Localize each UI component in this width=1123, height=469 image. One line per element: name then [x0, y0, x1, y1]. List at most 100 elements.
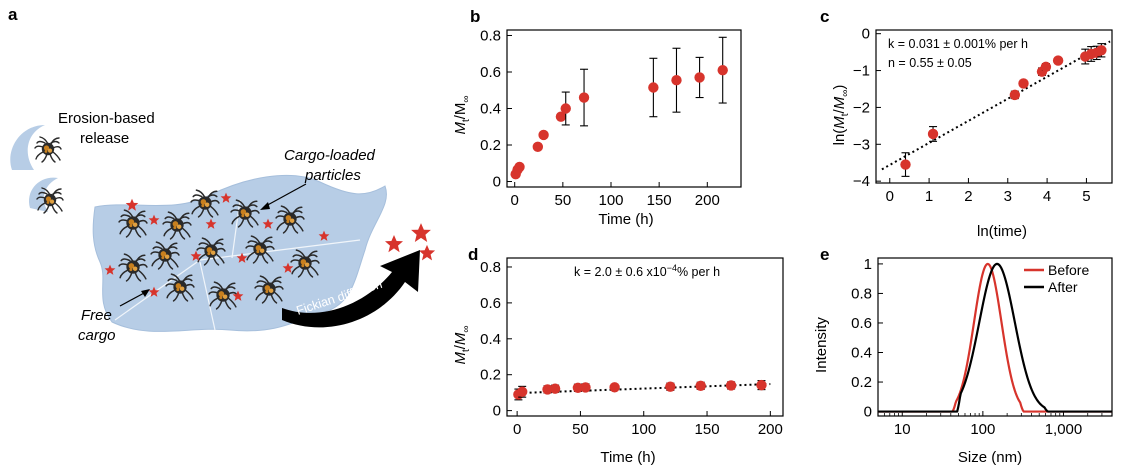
annotation-n-c: n = 0.55 ± 0.05: [888, 56, 972, 70]
panel-a: a: [8, 5, 436, 344]
x-tick-label-d: 0: [513, 421, 521, 438]
x-axis-label-e: Size (nm): [958, 449, 1022, 466]
panel-b: b Mt/M∞ Time (h) 0 50 100 150 20000.20.40.60…: [452, 7, 742, 228]
plot-area-d: 0 50 100 150 200 0 0.2 0.4 0.6 0.8: [480, 257, 784, 438]
y-axis-label-e: Intensity: [813, 317, 830, 373]
data-point-b: [694, 72, 705, 83]
film-creases: [114, 199, 361, 331]
x-tick-label-c: 2: [964, 188, 972, 205]
panel-letter-e: e: [820, 245, 829, 264]
data-point-c: [1052, 55, 1064, 66]
y-tick-label-c: −2: [853, 99, 870, 116]
legend-label-before: Before: [1048, 262, 1089, 278]
star-icon: [418, 244, 436, 261]
x-tick-label-e: 100: [970, 421, 995, 438]
panel-letter-a: a: [8, 5, 18, 24]
y-tick-label-e: 0.2: [851, 374, 872, 391]
data-point-b: [560, 103, 571, 114]
fickian-arrow: [282, 250, 420, 328]
film: [92, 174, 387, 332]
data-point-d: [516, 386, 528, 397]
annotation-k-c: k = 0.031 ± 0.001% per h: [888, 37, 1028, 51]
plot-frame-e: [877, 257, 1113, 417]
free-cargo-pointer-head: [141, 289, 150, 297]
x-tick-label-b: 200: [695, 192, 720, 209]
cargo-loaded-label-line2: particles: [304, 167, 361, 184]
data-point-b: [538, 129, 549, 141]
plot-area-b: 0 50 100 150 200 0 0.2 0.4 0.6 0.8: [480, 27, 742, 209]
data-point-b: [514, 161, 525, 173]
x-tick-label-d: 150: [695, 421, 720, 438]
erosion-arcs: [10, 125, 58, 212]
panel-letter-b: b: [470, 7, 480, 26]
y-axis-label-d: Mt/M∞: [452, 325, 472, 364]
data-point-d: [665, 381, 676, 392]
data-point-b: [671, 75, 682, 86]
y-tick-label-e: 0.4: [851, 345, 872, 362]
x-tick-label-d: 200: [758, 421, 783, 438]
x-tick-label-c: 0: [886, 188, 894, 205]
plot-frame-b: [506, 29, 742, 188]
data-point-c: [927, 128, 939, 140]
data-point-c: [1040, 61, 1052, 73]
star-icon: [411, 223, 431, 243]
panel-d: d Mt/M∞ Time (h) 0 50 100 150 20000.20.40.60…: [452, 245, 784, 466]
x-tick-label-c: 4: [1043, 188, 1051, 205]
data-point-d: [756, 379, 767, 391]
cargo-loaded-label-line1: Cargo-loaded: [284, 147, 376, 164]
star-icon: [385, 235, 403, 253]
y-axis-label-c: ln(Mt/M∞): [831, 85, 851, 146]
x-tick-label-b: 50: [555, 192, 572, 209]
free-cargo-label-line1: Free: [81, 307, 112, 324]
data-point-d: [695, 380, 706, 392]
free-cargo-pointer-line: [119, 291, 147, 307]
x-tick-label-e: 1,000: [1045, 421, 1083, 438]
data-point-b: [648, 82, 659, 93]
x-tick-label-b: 0: [511, 192, 519, 209]
x-axis-label-b: Time (h): [598, 211, 653, 228]
data-point-d: [572, 382, 584, 394]
y-tick-label-b: 0: [493, 174, 501, 191]
eroding-particle: [34, 136, 62, 163]
x-tick-label-e: 10: [894, 421, 911, 438]
y-tick-label-e: 0: [864, 404, 872, 421]
y-tick-label-b: 0.2: [480, 137, 501, 154]
y-tick-label-d: 0.4: [480, 331, 501, 348]
x-axis-label-c: ln(time): [977, 223, 1027, 240]
data-point-c: [1009, 89, 1021, 101]
y-tick-label-c: −4: [853, 173, 870, 190]
erosion-label-line2: release: [80, 130, 129, 147]
x-tick-label-b: 100: [598, 192, 623, 209]
erosion-label-line1: Erosion-based: [58, 110, 155, 127]
data-point-c: [1018, 78, 1029, 89]
data-point-d: [580, 382, 591, 393]
data-point-c: [1096, 45, 1107, 56]
y-tick-label-c: −3: [853, 136, 870, 153]
x-tick-label-c: 5: [1082, 188, 1090, 205]
data-point-b: [717, 64, 728, 76]
panel-e: e Intensity Size (nm) 10 100 1,000 0 0.2 0.4 0…: [813, 245, 1113, 466]
legend-label-after: After: [1048, 279, 1078, 295]
y-tick-label-d: 0.6: [480, 295, 501, 312]
cargo-pointer-line: [263, 183, 307, 208]
y-tick-label-d: 0.8: [480, 259, 501, 276]
x-tick-label-d: 50: [572, 421, 589, 438]
y-tick-label-c: 0: [862, 26, 870, 43]
y-tick-label-c: −1: [853, 63, 870, 80]
y-tick-label-b: 0.8: [480, 27, 501, 44]
cargo-pointer-head: [260, 202, 270, 210]
plot-frame-d: [506, 257, 784, 417]
fit-line-c: [881, 40, 1111, 171]
series-line-after: [878, 262, 1112, 413]
panel-letter-d: d: [468, 245, 478, 264]
x-tick-label-c: 3: [1004, 188, 1012, 205]
y-tick-label-d: 0: [493, 403, 501, 420]
data-point-b: [532, 141, 544, 153]
data-point-d: [542, 384, 553, 395]
free-cargo-label-line2: cargo: [78, 327, 116, 344]
annotation-k-d: k = 2.0 ± 0.6 x10−4% per h: [574, 263, 720, 279]
data-point-b: [578, 92, 590, 103]
panel-letter-c: c: [820, 7, 829, 26]
